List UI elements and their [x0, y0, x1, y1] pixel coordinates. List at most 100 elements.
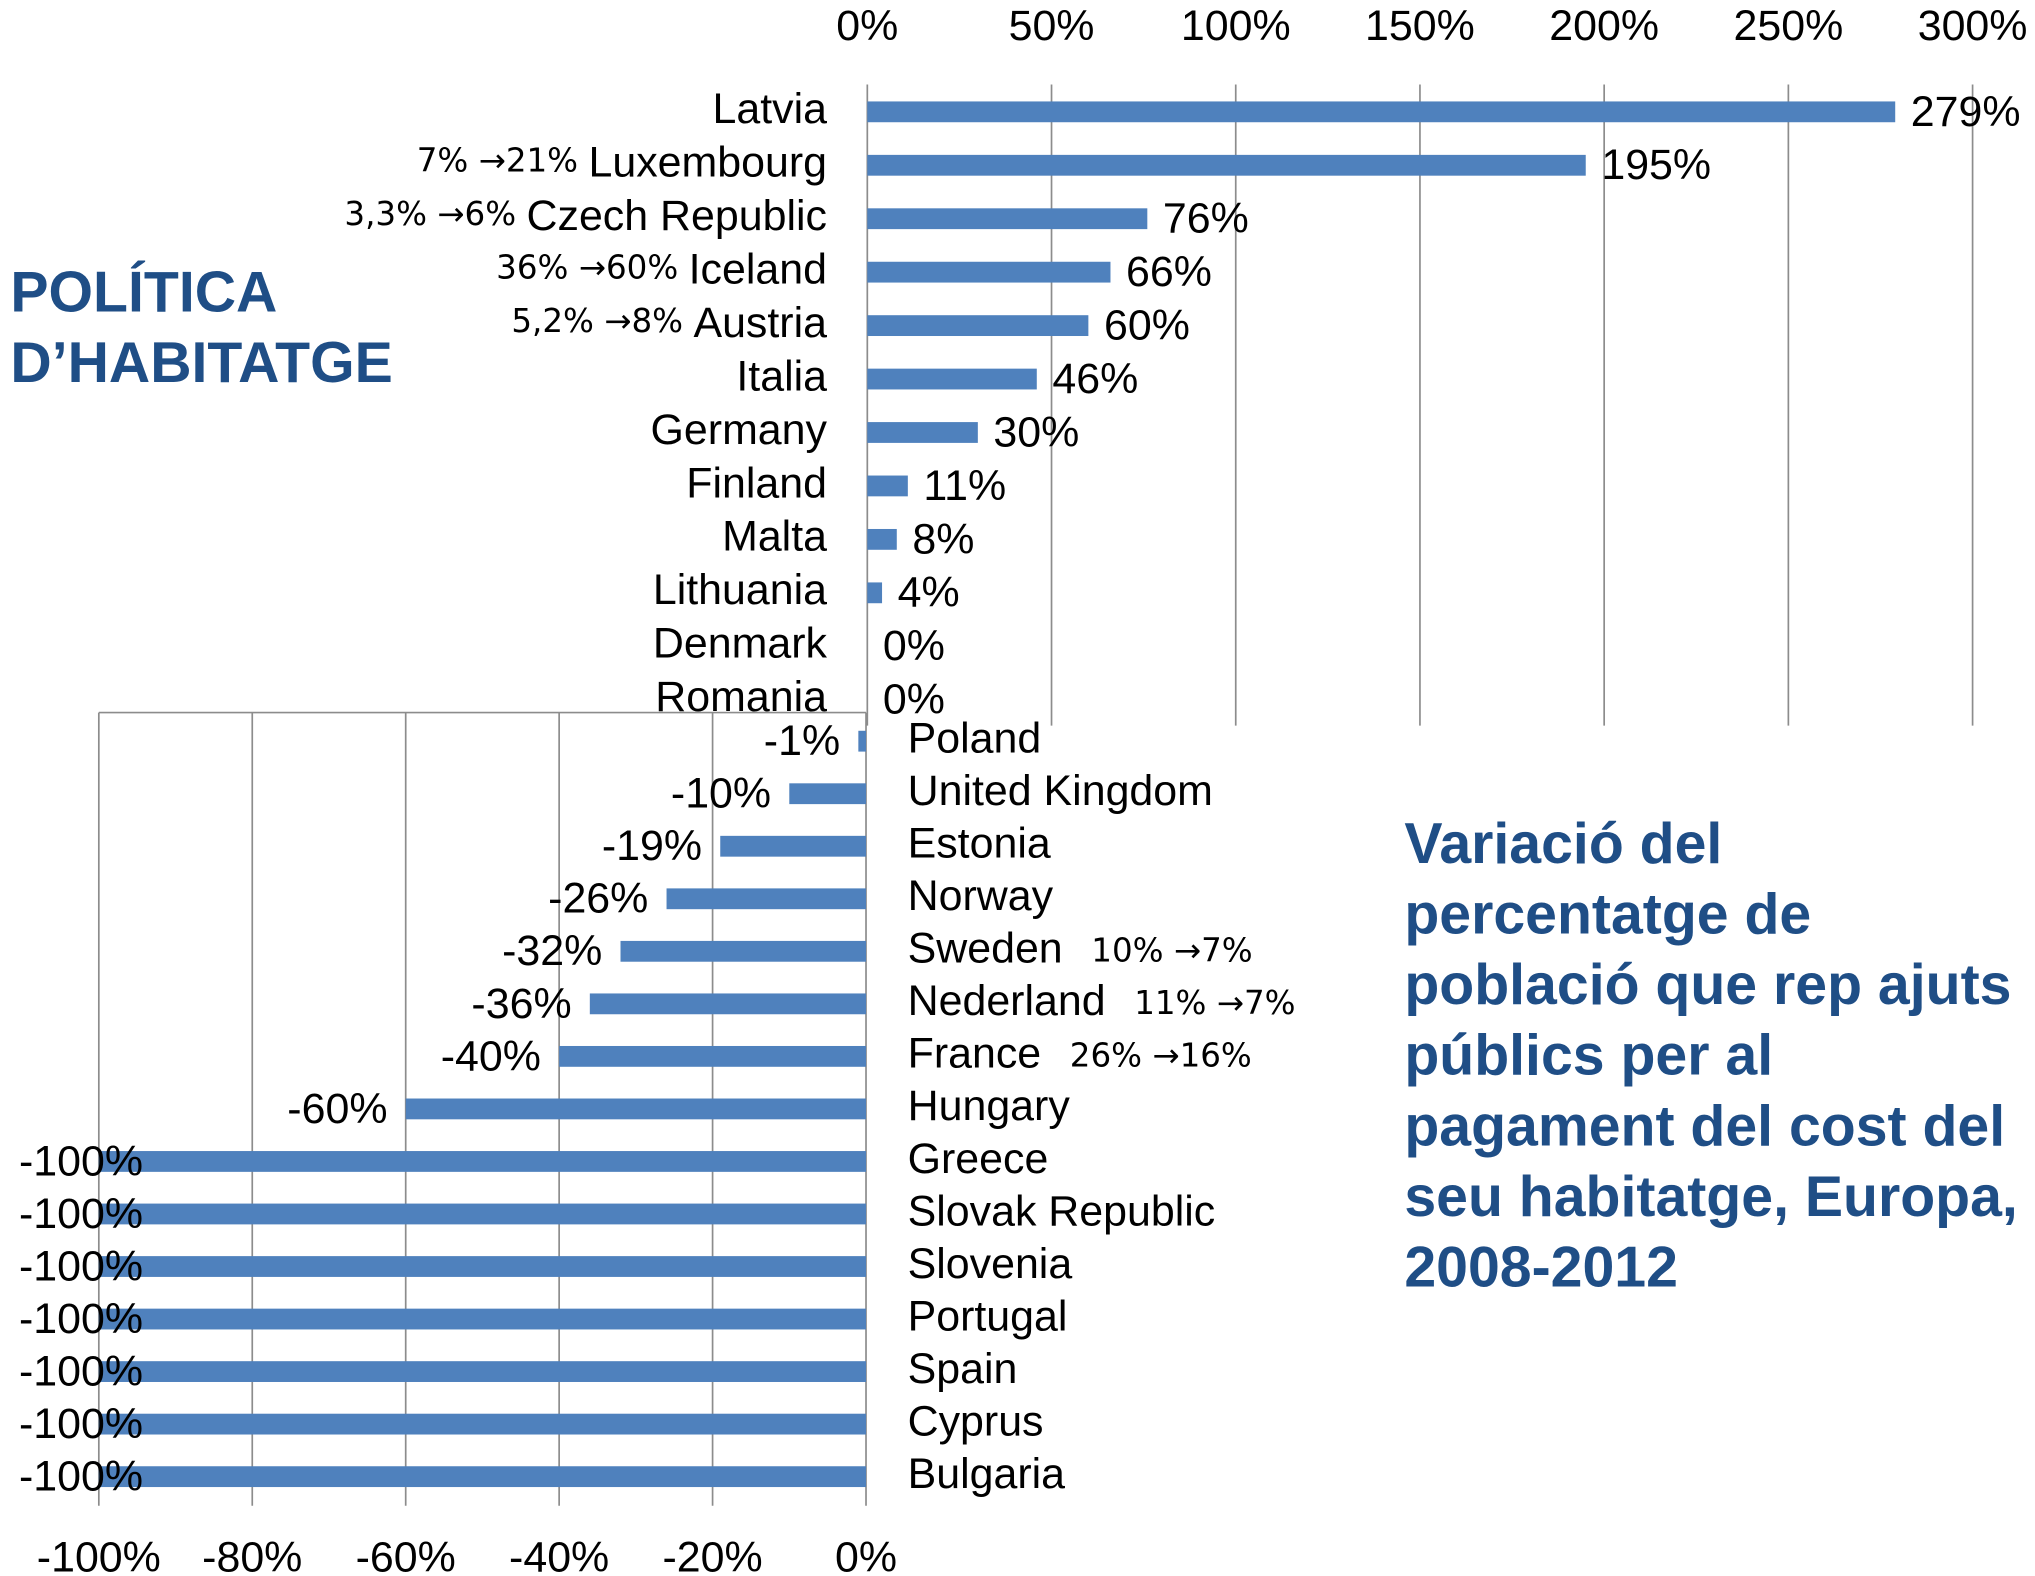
bar [98, 1256, 867, 1277]
category-label: Slovenia [908, 1240, 1073, 1288]
category-label: Slovak Republic [908, 1187, 1216, 1235]
bar [867, 261, 1111, 283]
data-label: 11% [923, 462, 1006, 510]
x-tick-label: 0% [836, 2, 898, 50]
x-tick-label: -20% [662, 1534, 762, 1576]
note: 7% →21% [417, 142, 578, 180]
bar [620, 940, 867, 962]
category-label: France [908, 1030, 1042, 1078]
category-label: Latvia [713, 85, 828, 133]
heading: D’HABITATGE [10, 331, 392, 395]
data-label: 0% [883, 622, 945, 670]
category-label: Hungary [908, 1082, 1071, 1130]
category-label: Austria [693, 299, 827, 347]
data-label: -32% [502, 927, 602, 975]
bar [867, 208, 1148, 230]
category-label: Finland [686, 459, 827, 507]
x-tick-label: 250% [1733, 2, 1843, 50]
chart-title: pagament del cost del [1404, 1094, 2005, 1158]
category-label: Spain [908, 1345, 1018, 1393]
bar [589, 993, 867, 1015]
category-label: Greece [908, 1135, 1049, 1183]
data-label: -100% [19, 1137, 143, 1185]
x-tick-label: 50% [1009, 2, 1095, 50]
category-label: Sweden [908, 925, 1063, 973]
x-tick-label: 150% [1365, 2, 1475, 50]
x-tick-label: 0% [835, 1534, 897, 1576]
bar [867, 475, 908, 497]
x-tick-label: 200% [1549, 2, 1659, 50]
category-label: United Kingdom [908, 767, 1213, 815]
category-label: Lithuania [653, 566, 827, 614]
category-label: Nederland [908, 977, 1106, 1025]
bar [867, 368, 1037, 390]
bar [789, 783, 867, 805]
category-label: Luxembourg [588, 139, 827, 187]
data-label: 60% [1104, 302, 1190, 350]
category-label: Cyprus [908, 1397, 1044, 1445]
data-label: 30% [993, 408, 1079, 456]
data-label: -40% [441, 1032, 541, 1080]
data-label: -100% [19, 1190, 143, 1238]
bar [98, 1203, 867, 1225]
data-label: 279% [1911, 88, 2021, 136]
chart-title: Variació del [1404, 812, 1722, 876]
data-label: -10% [671, 770, 771, 818]
chart-title: 2008-2012 [1404, 1236, 1678, 1300]
data-label: -36% [471, 980, 571, 1028]
bar [98, 1308, 867, 1330]
data-label: 4% [898, 569, 960, 617]
chart-title: públics per al [1404, 1024, 1773, 1088]
data-label: -100% [19, 1242, 143, 1290]
bar [666, 888, 867, 910]
x-tick-label: -100% [37, 1534, 161, 1576]
note: 5,2% →8% [511, 302, 683, 340]
bar [867, 101, 1896, 123]
bar [405, 1098, 867, 1120]
note: 36% →60% [496, 249, 678, 287]
x-tick-label: -40% [509, 1534, 609, 1576]
data-label: 0% [883, 676, 945, 724]
category-label: Malta [722, 513, 827, 561]
data-label: 46% [1052, 355, 1138, 403]
category-label: Portugal [908, 1292, 1068, 1340]
note: 10% →7% [1091, 932, 1252, 970]
data-label: -1% [764, 717, 840, 765]
category-label: Denmark [653, 620, 828, 668]
bar [98, 1466, 867, 1488]
data-label: -100% [19, 1348, 143, 1396]
data-label: -60% [287, 1085, 387, 1133]
category-label: Poland [908, 715, 1042, 763]
bar [559, 1045, 867, 1067]
note: 26% →16% [1070, 1037, 1252, 1075]
data-label: -26% [548, 875, 648, 923]
bar [867, 315, 1089, 337]
category-label: Italia [736, 352, 827, 400]
bar [720, 835, 867, 857]
bar [867, 582, 883, 604]
chart-title: població que rep ajuts [1404, 953, 2011, 1017]
data-label: -19% [602, 822, 702, 870]
chart-title: percentatge de [1404, 883, 1811, 947]
heading: POLÍTICA [10, 261, 277, 325]
data-label: 8% [912, 515, 974, 563]
x-tick-label: -60% [356, 1534, 456, 1576]
category-label: Iceland [689, 245, 827, 293]
data-label: -100% [19, 1453, 143, 1501]
category-label: Estonia [908, 820, 1051, 868]
category-label: Norway [908, 872, 1054, 920]
bar [98, 1413, 867, 1435]
data-label: 195% [1601, 141, 1711, 189]
x-tick-label: 100% [1181, 2, 1291, 50]
x-tick-label: -80% [202, 1534, 302, 1576]
data-label: -100% [19, 1295, 143, 1343]
bar [98, 1361, 867, 1382]
bar [858, 730, 867, 752]
bar [98, 1151, 867, 1172]
note: 3,3% →6% [344, 195, 516, 233]
note: 11% →7% [1134, 984, 1295, 1022]
category-label: Romania [655, 673, 827, 721]
bar [867, 422, 978, 443]
category-label: Czech Republic [527, 192, 828, 240]
data-label: -100% [19, 1400, 143, 1448]
